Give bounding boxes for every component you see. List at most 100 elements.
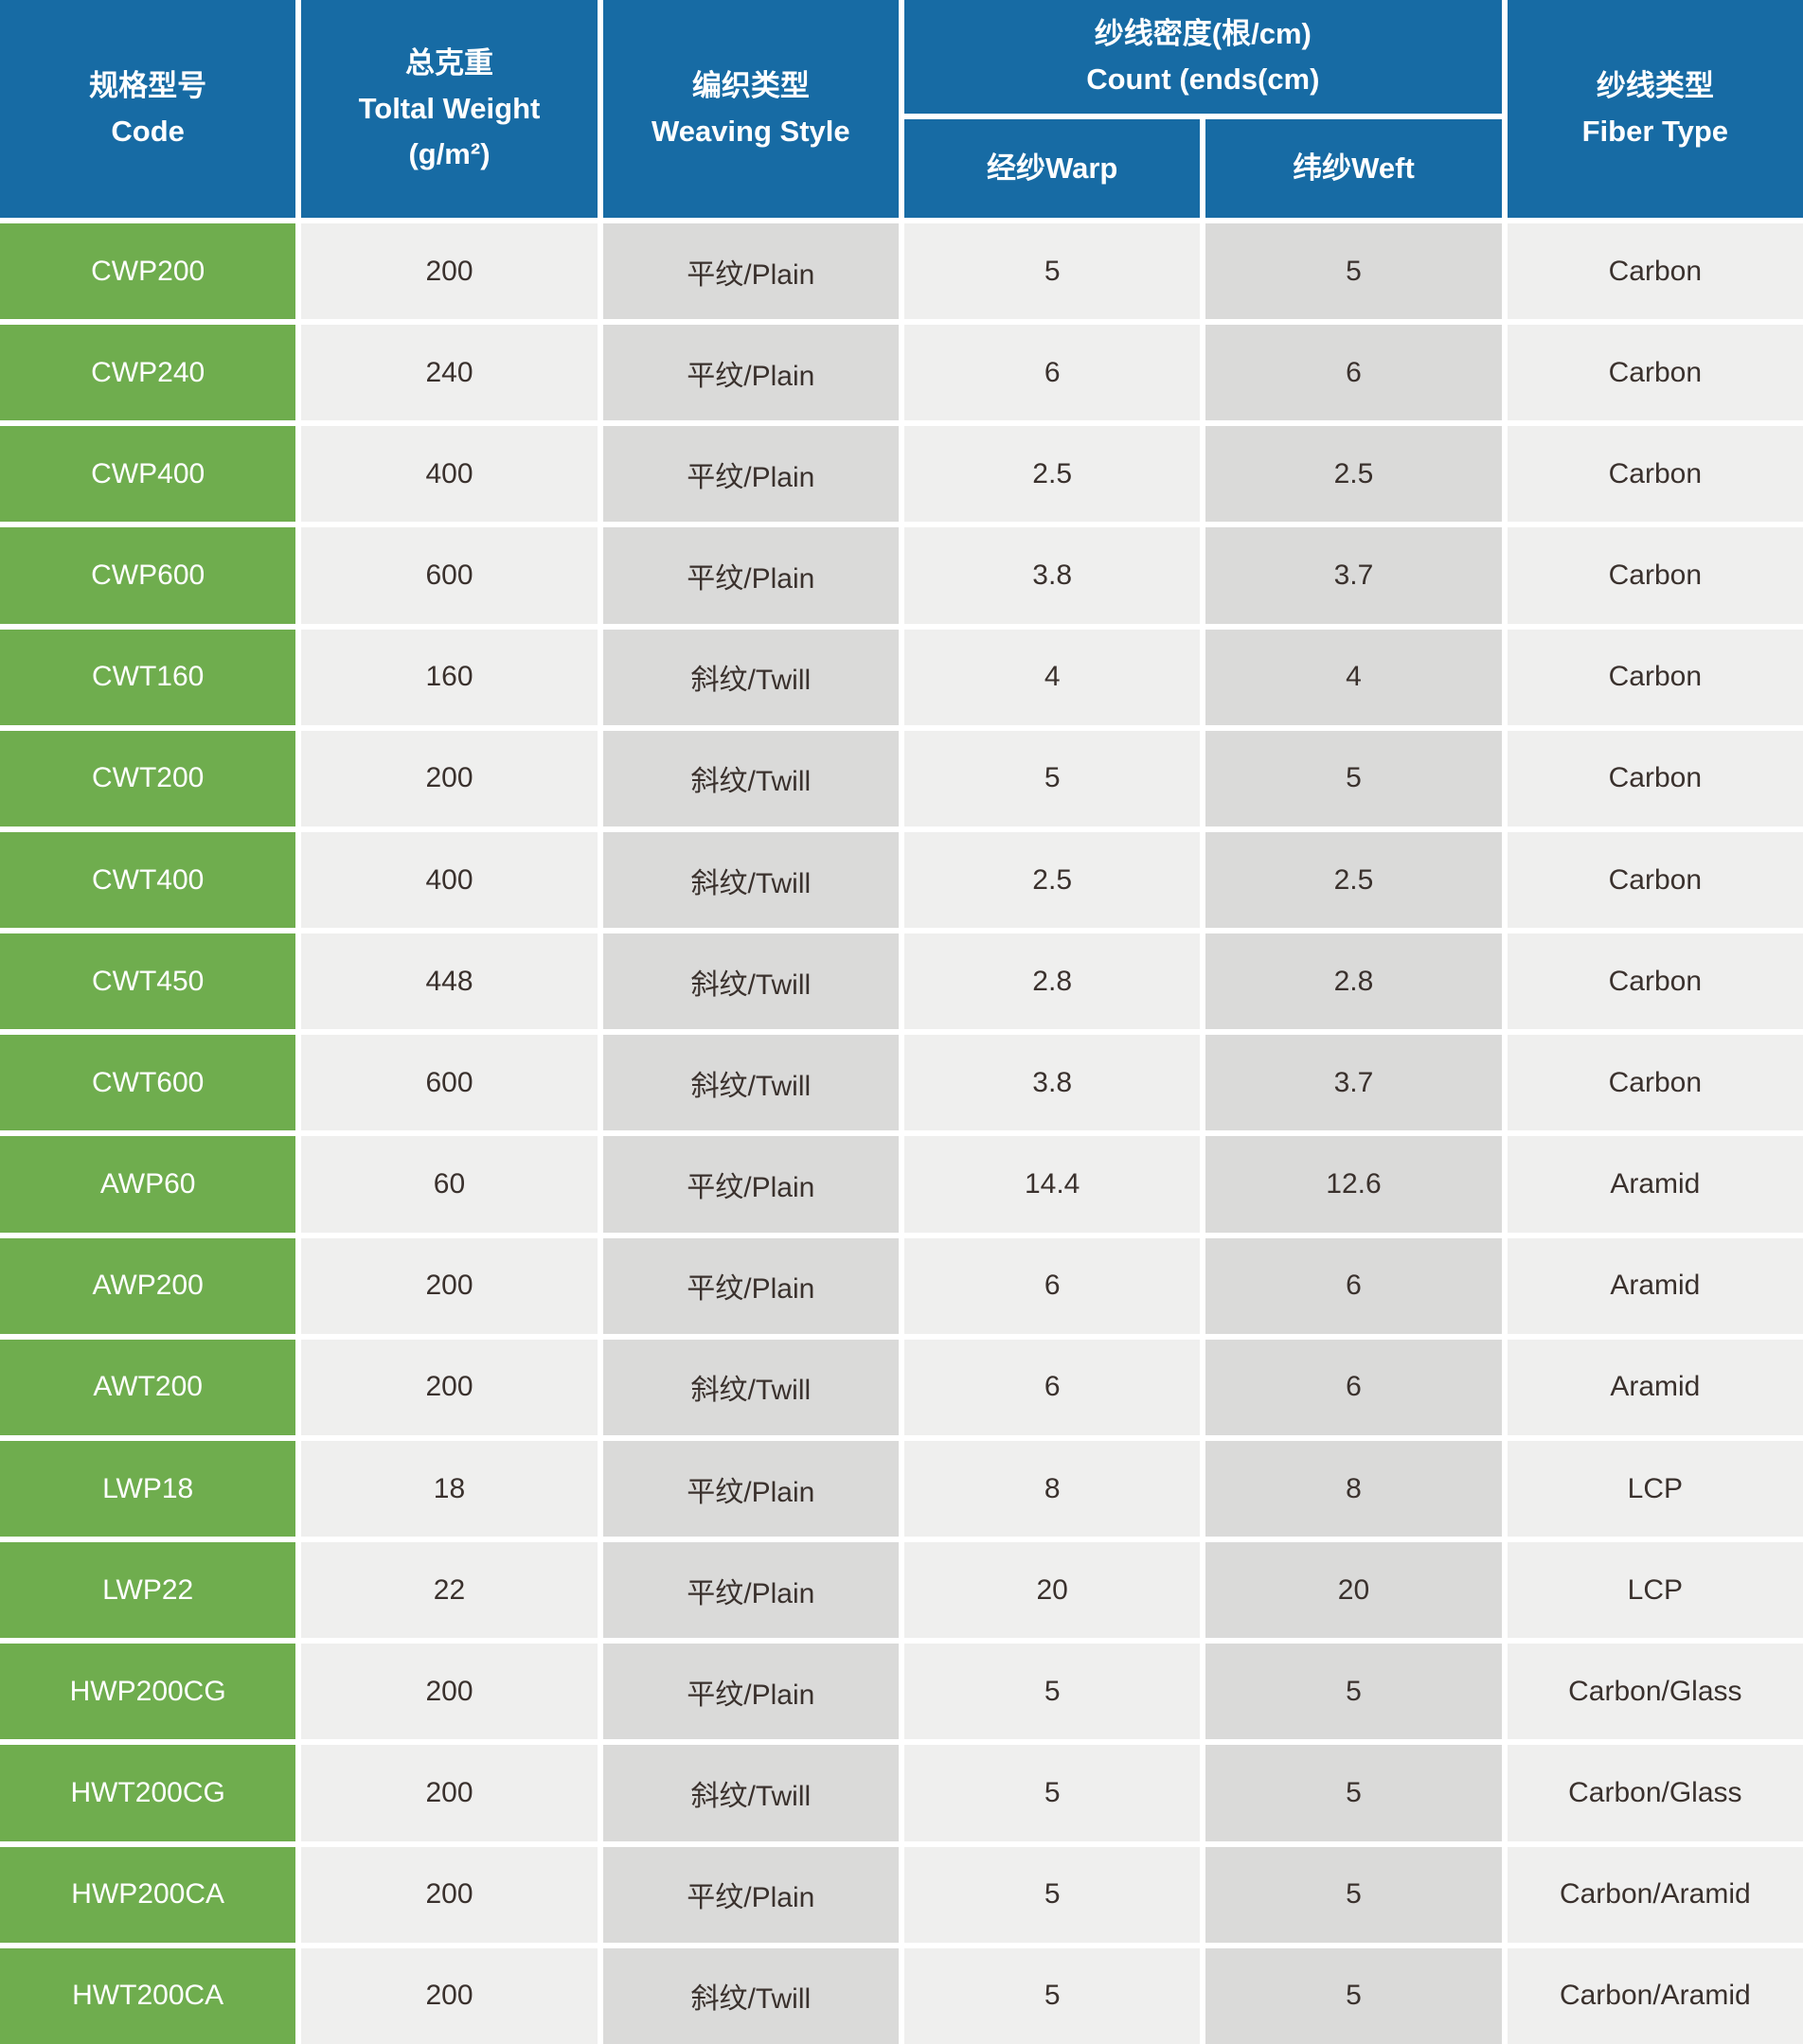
header-weaving-style-zh: 编织类型 (691, 68, 810, 102)
header-code-en: Code (111, 115, 185, 148)
cell-weaving: 平纹/Plain (602, 1136, 899, 1233)
cell-weft: 6 (1205, 325, 1502, 421)
cell-weight: 200 (301, 1947, 598, 2044)
cell-weft: 5 (1205, 1846, 1502, 1943)
cell-weaving: 斜纹/Twill (602, 629, 899, 725)
cell-fiber: Carbon (1507, 1035, 1803, 1131)
cell-weft: 2.5 (1205, 426, 1502, 523)
cell-weight: 200 (301, 1745, 598, 1841)
cell-weaving: 平纹/Plain (602, 426, 899, 523)
cell-fiber: Carbon/Glass (1507, 1644, 1803, 1740)
header-total-weight-unit: (g/m²) (408, 137, 491, 171)
cell-weight: 600 (301, 527, 598, 624)
cell-fiber: Carbon (1507, 223, 1803, 320)
cell-weight: 448 (301, 933, 598, 1030)
cell-warp: 5 (904, 1846, 1201, 1943)
header-count: 纱线密度(根/cm) Count (ends(cm) (904, 0, 1502, 114)
cell-code: HWT200CG (0, 1745, 296, 1841)
cell-code: CWT600 (0, 1035, 296, 1131)
cell-weft: 2.8 (1205, 933, 1502, 1030)
cell-weight: 200 (301, 1846, 598, 1943)
cell-warp: 5 (904, 1644, 1201, 1740)
header-weaving-style: 编织类型 Weaving Style (602, 0, 899, 218)
header-code-zh: 规格型号 (89, 68, 207, 102)
cell-weft: 8 (1205, 1440, 1502, 1537)
cell-fiber: Carbon (1507, 527, 1803, 624)
cell-warp: 20 (904, 1542, 1201, 1639)
cell-fiber: Aramid (1507, 1136, 1803, 1233)
cell-warp: 5 (904, 1745, 1201, 1841)
cell-weight: 600 (301, 1035, 598, 1131)
cell-fiber: LCP (1507, 1542, 1803, 1639)
cell-warp: 3.8 (904, 1035, 1201, 1131)
cell-fiber: Carbon (1507, 426, 1803, 523)
cell-weaving: 斜纹/Twill (602, 831, 899, 929)
header-weft: 纬纱Weft (1205, 119, 1502, 218)
cell-code: CWT450 (0, 933, 296, 1030)
cell-weft: 3.7 (1205, 527, 1502, 624)
cell-weight: 160 (301, 629, 598, 725)
cell-weft: 6 (1205, 1339, 1502, 1435)
cell-weaving: 平纹/Plain (602, 1542, 899, 1639)
cell-weight: 200 (301, 223, 598, 320)
cell-warp: 5 (904, 730, 1201, 826)
cell-weaving: 斜纹/Twill (602, 1947, 899, 2044)
cell-code: CWP600 (0, 527, 296, 624)
cell-weaving: 斜纹/Twill (602, 730, 899, 826)
header-total-weight-zh: 总克重 (404, 45, 493, 80)
cell-warp: 2.5 (904, 831, 1201, 929)
cell-fiber: Carbon (1507, 629, 1803, 725)
cell-weft: 20 (1205, 1542, 1502, 1639)
cell-weaving: 平纹/Plain (602, 527, 899, 624)
cell-code: CWP240 (0, 325, 296, 421)
cell-weft: 4 (1205, 629, 1502, 725)
cell-warp: 14.4 (904, 1136, 1201, 1233)
cell-warp: 2.5 (904, 426, 1201, 523)
header-count-en: Count (ends(cm) (1086, 62, 1320, 96)
cell-fiber: Carbon/Aramid (1507, 1846, 1803, 1943)
cell-code: CWP200 (0, 223, 296, 320)
header-warp: 经纱Warp (904, 119, 1201, 218)
cell-fiber: Carbon (1507, 933, 1803, 1030)
header-weaving-style-en: Weaving Style (652, 115, 850, 148)
cell-code: HWT200CA (0, 1947, 296, 2044)
cell-weaving: 斜纹/Twill (602, 1745, 899, 1841)
cell-weft: 6 (1205, 1237, 1502, 1334)
cell-weaving: 平纹/Plain (602, 1237, 899, 1334)
header-code: 规格型号 Code (0, 0, 296, 218)
cell-fiber: Carbon (1507, 730, 1803, 826)
cell-weft: 5 (1205, 223, 1502, 320)
cell-weft: 5 (1205, 1947, 1502, 2044)
cell-code: HWP200CA (0, 1846, 296, 1943)
cell-warp: 8 (904, 1440, 1201, 1537)
cell-code: CWT400 (0, 831, 296, 929)
cell-weft: 2.5 (1205, 831, 1502, 929)
cell-weft: 5 (1205, 1644, 1502, 1740)
cell-code: HWP200CG (0, 1644, 296, 1740)
header-warp-label: 经纱Warp (986, 151, 1118, 185)
cell-weft: 5 (1205, 730, 1502, 826)
cell-fiber: Aramid (1507, 1339, 1803, 1435)
cell-code: AWT200 (0, 1339, 296, 1435)
cell-fiber: LCP (1507, 1440, 1803, 1537)
cell-weaving: 斜纹/Twill (602, 933, 899, 1030)
cell-warp: 6 (904, 325, 1201, 421)
cell-warp: 2.8 (904, 933, 1201, 1030)
cell-warp: 3.8 (904, 527, 1201, 624)
cell-weft: 5 (1205, 1745, 1502, 1841)
cell-warp: 5 (904, 223, 1201, 320)
cell-fiber: Aramid (1507, 1237, 1803, 1334)
header-total-weight-en: Toltal Weight (358, 91, 541, 125)
cell-weaving: 平纹/Plain (602, 325, 899, 421)
cell-weight: 18 (301, 1440, 598, 1537)
cell-weight: 240 (301, 325, 598, 421)
header-total-weight: 总克重 Toltal Weight (g/m²) (301, 0, 598, 218)
cell-weaving: 斜纹/Twill (602, 1339, 899, 1435)
cell-code: CWT200 (0, 730, 296, 826)
cell-fiber: Carbon/Aramid (1507, 1947, 1803, 2044)
cell-weight: 22 (301, 1542, 598, 1639)
cell-weight: 200 (301, 1237, 598, 1334)
cell-weight: 400 (301, 426, 598, 523)
cell-warp: 6 (904, 1339, 1201, 1435)
